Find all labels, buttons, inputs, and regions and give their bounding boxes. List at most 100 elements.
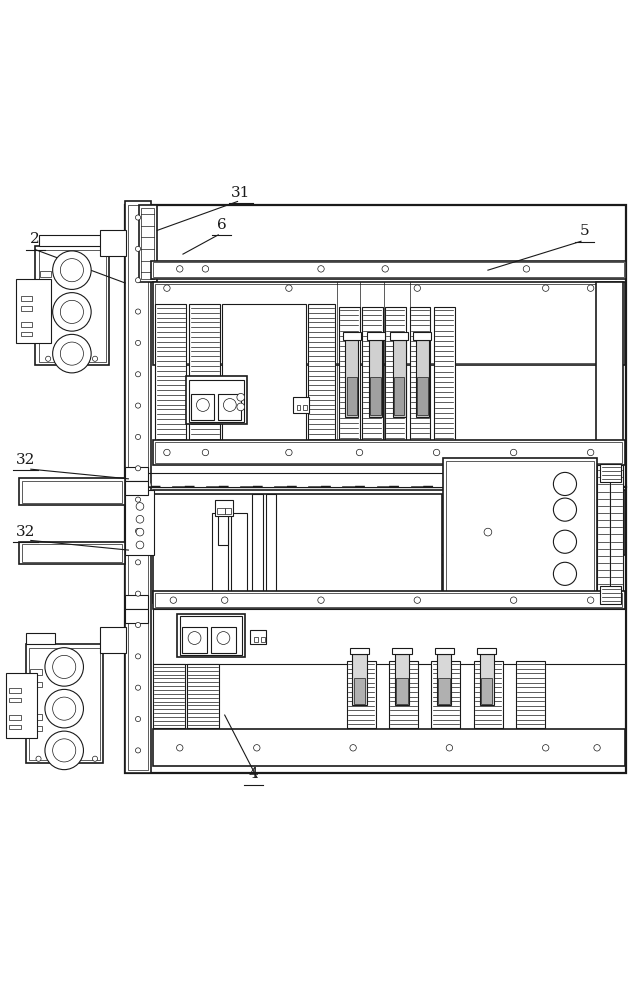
Text: 32: 32 [16,453,35,467]
Bar [345,340,358,417]
Bar [153,262,624,277]
Bar [182,627,207,653]
Bar [215,500,233,516]
Circle shape [433,449,440,456]
Circle shape [53,655,76,678]
Circle shape [136,541,144,549]
Bar [125,609,148,623]
Circle shape [414,285,421,291]
Bar [21,296,32,301]
Bar [153,494,442,603]
Bar [293,397,309,413]
Circle shape [135,309,141,314]
Bar [431,660,460,728]
Circle shape [135,403,141,408]
Circle shape [286,449,292,456]
Circle shape [135,622,141,628]
Circle shape [553,530,577,553]
Polygon shape [571,477,589,487]
Circle shape [135,654,141,659]
Bar [231,513,247,596]
Bar [362,307,383,442]
Circle shape [414,597,421,603]
Circle shape [36,756,41,761]
Bar [177,614,245,657]
Circle shape [484,528,492,536]
Bar [600,464,621,482]
Bar [125,595,148,609]
Bar [367,332,385,340]
Bar [9,698,21,702]
Bar [225,508,231,514]
Polygon shape [230,477,248,487]
Circle shape [587,285,594,291]
Bar [438,678,450,704]
Circle shape [594,745,600,751]
Bar [29,648,100,760]
Circle shape [135,466,141,471]
Bar [597,465,610,596]
Bar [252,494,263,593]
Bar [385,307,406,442]
Bar [347,660,376,728]
Circle shape [318,597,324,603]
Bar [596,282,623,442]
Bar [125,481,148,495]
Bar [9,715,21,720]
Bar [222,304,306,442]
Bar [474,660,503,728]
Bar [191,394,214,420]
Circle shape [318,266,324,272]
Circle shape [237,403,245,411]
Circle shape [135,716,141,722]
Circle shape [53,251,91,289]
Circle shape [170,597,177,603]
Bar [40,316,51,322]
Bar [26,633,55,644]
Bar [30,714,42,720]
Bar [266,494,276,593]
Bar [308,304,335,442]
Circle shape [202,449,209,456]
Bar [446,461,594,596]
Bar [212,513,228,596]
Bar [480,654,494,705]
Bar [413,332,431,340]
Text: 5: 5 [580,224,589,238]
Bar [153,729,625,766]
Circle shape [553,472,577,496]
Circle shape [53,293,91,331]
Circle shape [92,756,98,761]
Bar [100,230,126,256]
Bar [392,648,412,654]
Circle shape [45,731,83,770]
Circle shape [237,393,245,401]
Circle shape [177,745,183,751]
Circle shape [446,745,453,751]
Bar [151,261,626,279]
Circle shape [553,562,577,585]
Bar [389,660,418,728]
Bar [261,637,265,642]
Bar [303,405,307,410]
Bar [30,682,42,687]
Circle shape [60,342,83,365]
Text: 2: 2 [30,232,40,246]
Circle shape [135,685,141,690]
Polygon shape [529,477,547,487]
Bar [211,627,236,653]
Bar [30,726,42,731]
Bar [435,648,454,654]
Bar [153,440,625,465]
Bar [22,481,122,503]
Bar [39,250,106,362]
Circle shape [136,503,144,510]
Circle shape [135,497,141,502]
Polygon shape [443,477,461,487]
Circle shape [53,334,91,373]
Circle shape [135,434,141,440]
Bar [155,593,622,607]
Bar [125,490,154,555]
Circle shape [53,697,76,720]
Circle shape [135,560,141,565]
